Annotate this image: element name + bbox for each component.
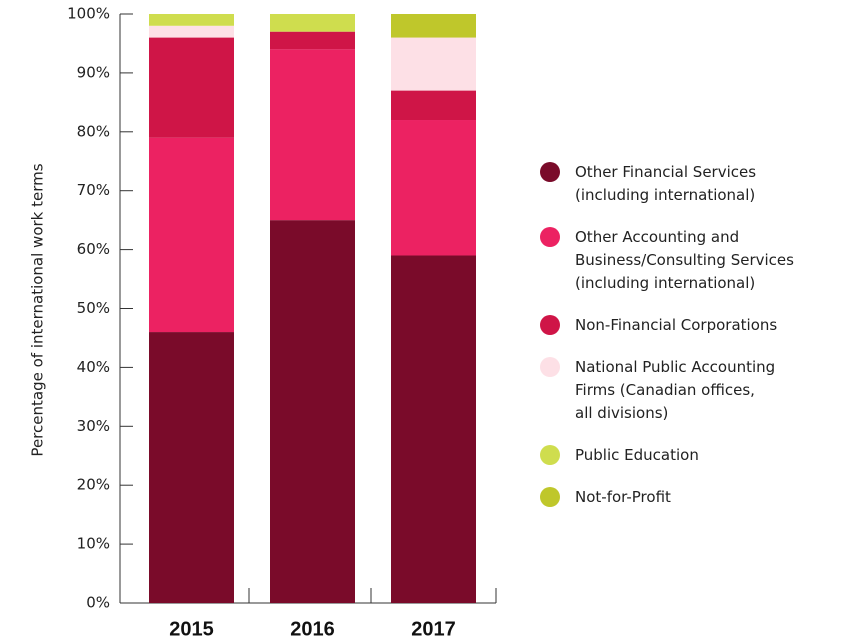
y-tick-label: 60%	[77, 240, 110, 258]
legend-label: Other Financial Services (including inter…	[575, 163, 756, 204]
bar-segment	[391, 120, 476, 256]
y-tick-label: 0%	[86, 594, 110, 612]
legend-label: National Public Accounting Firms (Canadia…	[575, 358, 775, 422]
y-tick-label: 20%	[77, 476, 110, 494]
legend-label: Not-for-Profit	[575, 488, 671, 506]
y-tick-label: 90%	[77, 63, 110, 81]
bar-segment	[149, 137, 234, 333]
y-tick-label: 50%	[77, 299, 110, 317]
y-tick-label: 80%	[77, 122, 110, 140]
legend-marker	[540, 487, 560, 507]
legend-marker	[540, 357, 560, 377]
bar-segment	[391, 255, 476, 604]
bar-segment	[149, 14, 234, 26]
x-tick-label: 2016	[290, 618, 335, 640]
y-tick-label: 10%	[77, 535, 110, 553]
legend-label: Other Accounting and Business/Consulting …	[575, 228, 794, 292]
bar-segment	[391, 90, 476, 121]
legend-label: Public Education	[575, 446, 699, 464]
bar-segment	[270, 49, 355, 221]
bar-segment	[391, 37, 476, 91]
bar-segment	[270, 31, 355, 50]
x-tick-label: 2015	[169, 618, 214, 640]
bar-segment	[270, 14, 355, 32]
y-tick-label: 70%	[77, 181, 110, 199]
y-axis-label: Percentage of international work terms	[29, 163, 47, 456]
y-tick-label: 40%	[77, 358, 110, 376]
bar-segment	[149, 25, 234, 38]
legend-marker	[540, 315, 560, 335]
legend-marker	[540, 445, 560, 465]
y-tick-label: 30%	[77, 417, 110, 435]
y-tick-label: 100%	[67, 5, 110, 23]
bar-segment	[149, 332, 234, 603]
legend-marker	[540, 227, 560, 247]
legend-marker	[540, 162, 560, 182]
bar-segment	[270, 220, 355, 603]
bar-segment	[149, 37, 234, 138]
bar-segment	[391, 14, 476, 38]
legend-label: Non-Financial Corporations	[575, 316, 777, 334]
x-tick-label: 2017	[411, 618, 456, 640]
